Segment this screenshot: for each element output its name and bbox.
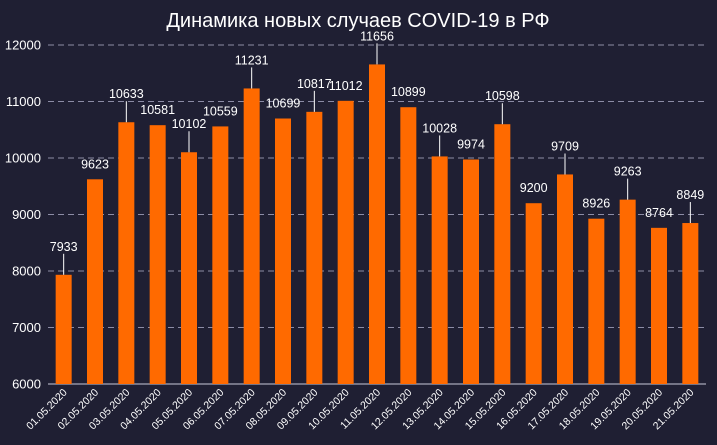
bar: [651, 227, 667, 384]
y-tick-label: 8000: [12, 264, 41, 279]
data-label: 10581: [140, 103, 175, 117]
bar: [87, 179, 103, 384]
y-tick-label: 10000: [5, 151, 41, 166]
y-tick-label: 11000: [6, 94, 41, 109]
data-label: 9263: [614, 165, 642, 179]
chart-title: Динамика новых случаев COVID-19 в РФ: [166, 10, 549, 32]
data-label: 10028: [422, 121, 457, 135]
bar: [494, 124, 511, 384]
data-label: 11012: [329, 79, 363, 93]
bar: [525, 203, 542, 384]
data-label: 10699: [266, 97, 301, 111]
data-label: 9974: [457, 137, 485, 151]
bar: [400, 107, 417, 385]
bar: [275, 118, 291, 384]
data-label: 11656: [360, 29, 394, 43]
data-label: 9623: [81, 157, 109, 171]
bar: [431, 156, 448, 384]
data-label: 9709: [551, 139, 579, 153]
bar: [337, 100, 354, 385]
bar: [181, 152, 197, 384]
data-label: 10559: [203, 104, 238, 118]
data-label: 9200: [520, 181, 548, 195]
data-label: 10817: [297, 77, 332, 91]
bar: [55, 274, 72, 384]
data-label: 7933: [50, 240, 78, 254]
bar: [619, 199, 636, 384]
data-label: 10899: [391, 85, 426, 99]
bar: [463, 159, 479, 384]
bar: [118, 122, 135, 384]
x-axis-ticks: 01.05.202002.05.202003.05.202004.05.2020…: [24, 387, 696, 433]
bar: [369, 64, 385, 384]
data-label: 8764: [645, 206, 673, 220]
y-tick-label: 9000: [12, 207, 41, 222]
bar: [682, 223, 699, 384]
y-axis-ticks: 6000 7000 8000 9000 10000 11000 12000: [5, 38, 41, 392]
bar: [149, 125, 166, 385]
data-label: 11231: [235, 53, 269, 67]
data-label: 8849: [676, 188, 704, 202]
bar: [306, 111, 323, 384]
data-label: 8926: [582, 197, 610, 211]
y-tick-label: 7000: [12, 320, 41, 335]
data-label: 10598: [485, 89, 520, 103]
bar: [243, 88, 260, 385]
y-tick-label: 6000: [12, 377, 41, 392]
bar: [212, 126, 229, 384]
bars: [55, 64, 699, 385]
data-label: 10102: [172, 117, 207, 131]
bar: [588, 218, 605, 384]
bar: [557, 174, 573, 384]
data-label: 10633: [109, 87, 144, 101]
y-tick-label: 12000: [5, 38, 41, 53]
